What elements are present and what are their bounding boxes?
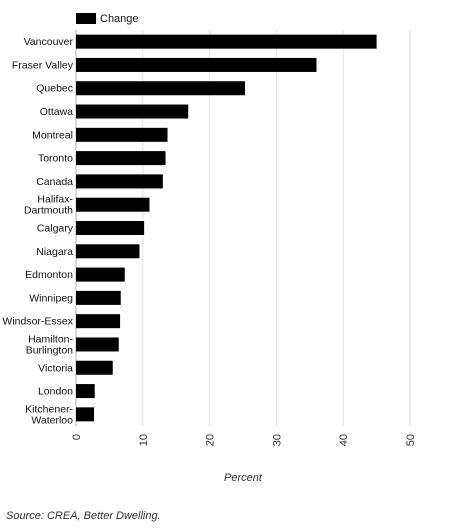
bar: [76, 81, 246, 96]
category-label-line: Kitchener-: [25, 403, 73, 415]
category-label: Victoria: [38, 362, 73, 374]
category-label: Halifax-Dartmouth: [24, 194, 74, 217]
category-label-line: Fraser Valley: [12, 59, 74, 71]
bar: [76, 127, 168, 142]
category-label: Ottawa: [40, 106, 73, 118]
category-label: Fraser Valley: [12, 59, 74, 71]
category-label-line: Vancouver: [24, 36, 74, 48]
category-label-line: Windsor-Essex: [2, 316, 73, 328]
bar: [76, 104, 189, 119]
category-label-line: Toronto: [38, 153, 73, 165]
x-tick-label: 10: [138, 434, 150, 446]
category-label-line: Halifax-: [37, 194, 73, 206]
legend-label: Change: [100, 13, 139, 25]
category-label-line: Montreal: [32, 129, 73, 141]
source-note: Source: CREA, Better Dwelling.: [6, 510, 161, 522]
bar: [76, 174, 163, 189]
bar: [76, 197, 150, 212]
bar: [76, 314, 121, 329]
category-label: Niagara: [36, 246, 73, 258]
x-tick-label: 40: [338, 434, 350, 446]
category-label: London: [38, 386, 73, 398]
grid-lines: [75, 30, 411, 426]
x-tick-label: 50: [405, 434, 417, 446]
category-label-line: Victoria: [38, 362, 73, 374]
bar: [76, 221, 145, 235]
category-label: Kitchener-Waterloo: [25, 403, 73, 426]
bar-chart: Vancouver Fraser Valley Quebec Ottawa Montre…: [2, 13, 417, 484]
category-label-line: Dartmouth: [24, 205, 73, 217]
category-label-line: Winnipeg: [29, 292, 73, 304]
category-label-line: Calgary: [37, 223, 74, 235]
bar: [76, 407, 95, 422]
bar: [76, 384, 95, 399]
category-label: Calgary: [37, 223, 74, 235]
category-label-line: Burlington: [26, 344, 73, 356]
category-label: Windsor-Essex: [2, 316, 73, 328]
bar: [76, 267, 125, 282]
category-label: Hamilton-Burlington: [26, 333, 74, 356]
category-label-line: Hamilton-: [28, 333, 73, 345]
category-label: Winnipeg: [29, 292, 73, 304]
bar: [76, 360, 113, 375]
category-labels: Vancouver Fraser Valley Quebec Ottawa Montre…: [2, 36, 73, 426]
bar: [76, 34, 377, 49]
bar: [76, 151, 166, 166]
category-label-line: Ottawa: [40, 106, 73, 118]
bar: [76, 244, 140, 259]
x-axis-title: Percent: [224, 472, 263, 484]
bar: [76, 290, 121, 305]
bar: [76, 337, 119, 352]
x-tick-label: 30: [271, 434, 283, 446]
bars: [76, 34, 377, 422]
category-label-line: Niagara: [36, 246, 73, 258]
x-tick-label: 0: [71, 434, 83, 440]
category-label: Montreal: [32, 129, 73, 141]
category-label: Edmonton: [25, 269, 73, 281]
x-tick-label: 20: [205, 434, 217, 446]
category-label-line: Canada: [36, 176, 73, 188]
category-label: Quebec: [36, 83, 73, 95]
category-label: Canada: [36, 176, 73, 188]
category-label-line: Quebec: [36, 83, 73, 95]
legend-swatch: [76, 13, 96, 24]
category-label-line: London: [38, 386, 73, 398]
category-label: Vancouver: [24, 36, 74, 48]
legend: Change: [76, 13, 139, 25]
category-label: Toronto: [38, 153, 73, 165]
x-tick-labels: 0 10 20 30 40 50: [71, 434, 417, 446]
category-label-line: Waterloo: [31, 414, 73, 426]
category-label-line: Edmonton: [25, 269, 73, 281]
bar: [76, 57, 317, 72]
